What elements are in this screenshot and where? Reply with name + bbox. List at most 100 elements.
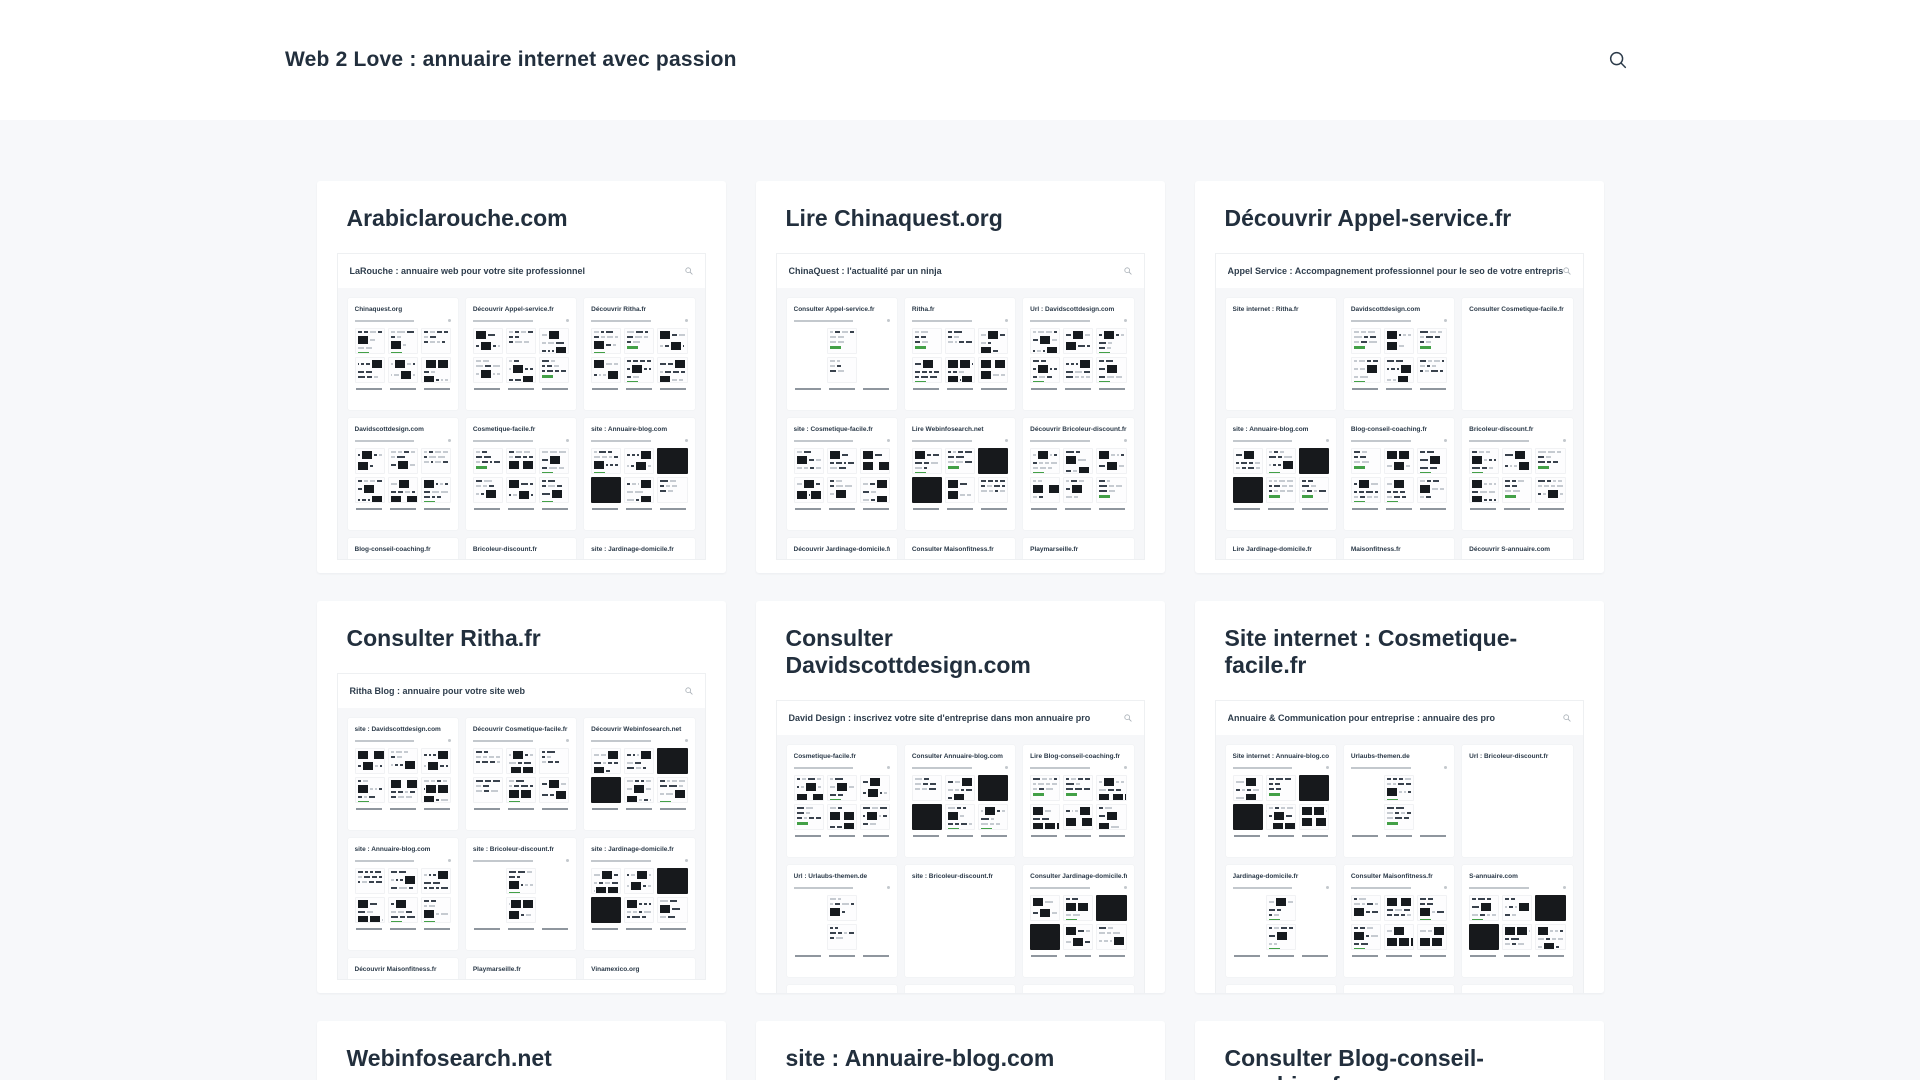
- search-button[interactable]: [1601, 43, 1635, 77]
- scribble-line: [483, 756, 488, 758]
- scribble-row: [423, 491, 448, 493]
- mini-tagline-row: [793, 766, 890, 769]
- scribble-line: [1425, 336, 1434, 338]
- card-title-link[interactable]: Arabiclarouche.com: [346, 205, 568, 231]
- scribble-line: [834, 927, 839, 929]
- scribble-line: [561, 370, 567, 372]
- scribble-line: [1405, 778, 1412, 780]
- mini-caption-dash: [542, 928, 569, 930]
- scribble-line: [1405, 465, 1410, 467]
- mini-site-card: Découvrir Magasnews.com: [1023, 985, 1134, 993]
- scribble-line: [430, 331, 436, 333]
- scribble-line: [667, 363, 673, 365]
- scribble-line: [529, 884, 534, 886]
- scribble-row: [1353, 491, 1378, 493]
- scribble-line: [835, 480, 843, 482]
- scribble-row: [863, 473, 887, 474]
- site-screenshot-link[interactable]: Appel Service : Accompagnement professio…: [1214, 253, 1584, 560]
- scribble-line: [1043, 350, 1046, 352]
- site-screenshot-link[interactable]: Annuaire & Communication pour entreprise…: [1214, 700, 1584, 993]
- scribble-line: [1420, 903, 1426, 905]
- mini-tagline-bar: [1030, 560, 1090, 561]
- mini-caption-dash: [507, 508, 535, 510]
- scribble-image-block: [641, 451, 652, 459]
- scribble-line: [1066, 371, 1074, 373]
- site-screenshot-link[interactable]: LaRouche : annuaire web pour votre site …: [336, 253, 706, 560]
- scribble-line: [981, 818, 989, 820]
- scribble-row: [1235, 794, 1260, 800]
- scribble-line: [627, 893, 633, 894]
- scribble-line: [542, 451, 549, 453]
- scribble-line: [648, 903, 652, 905]
- micro-card: [944, 357, 976, 383]
- scribble-row: [1386, 462, 1411, 470]
- scribble-row: [1033, 778, 1058, 780]
- card-title-link[interactable]: Consulter Ritha.fr: [346, 625, 541, 651]
- scribble-line: [428, 874, 431, 876]
- mini-tagline-row: [793, 886, 890, 889]
- scribble-line: [1440, 370, 1444, 372]
- site-screenshot-link[interactable]: Ritha Blog : annuaire pour votre site we…: [336, 673, 706, 980]
- scribble-line: [1374, 903, 1378, 905]
- mini-tagline-row: [1351, 559, 1447, 560]
- mini-screenshot-grid: [911, 775, 1009, 830]
- scribble-row: [1033, 807, 1057, 815]
- scribble-line: [1037, 783, 1044, 785]
- scribble-line: [1084, 371, 1091, 373]
- micro-card: [978, 357, 1009, 383]
- scribble-image-block: [660, 905, 671, 913]
- scribble-line: [1371, 911, 1378, 913]
- mini-site-card: Urlaubs-themen.de: [1343, 745, 1455, 857]
- mini-screenshot-grid: [1030, 895, 1127, 950]
- card-title-link[interactable]: Consulter Davidscottdesign.com: [785, 625, 1031, 678]
- card-title-link[interactable]: site : Annuaire-blog.com: [785, 1045, 1055, 1071]
- card-title-link[interactable]: Lire Chinaquest.org: [785, 205, 1003, 231]
- scribble-line: [1280, 451, 1285, 453]
- card-title-link[interactable]: Consulter Blog-conseil-coaching.fr: [1224, 1045, 1484, 1080]
- mini-tagline-row: [354, 859, 451, 862]
- card-title-link[interactable]: Site internet : Cosmetique-facile.fr: [1224, 625, 1518, 678]
- scribble-row: [594, 451, 618, 453]
- scribble-line: [848, 786, 854, 788]
- scribble-line: [835, 903, 840, 905]
- scribble-line: [636, 767, 641, 769]
- mini-card-title: Bricoleur-discount.fr: [1469, 426, 1534, 433]
- scribble-accent-bar: [829, 346, 841, 349]
- scribble-row: [1268, 490, 1293, 492]
- micro-card: [1232, 775, 1263, 801]
- card-title-link[interactable]: Webinfosearch.net: [346, 1045, 552, 1071]
- scribble-line: [1288, 927, 1293, 929]
- scribble-line: [829, 807, 836, 809]
- scribble-line: [797, 502, 804, 503]
- scribble-line: [1513, 490, 1521, 492]
- scribble-line: [1116, 454, 1119, 456]
- micro-card: [420, 868, 451, 894]
- site-screenshot-link[interactable]: David Design : inscrivez votre site d'en…: [775, 700, 1145, 993]
- scribble-image-block: [1393, 462, 1404, 470]
- mini-screenshot-grid: [472, 868, 570, 923]
- scribble-line: [647, 465, 652, 467]
- micro-card: [624, 868, 655, 894]
- scribble-line: [660, 490, 667, 492]
- micro-card: [793, 328, 824, 354]
- scribble-row: [914, 462, 939, 464]
- scribble-line: [669, 785, 677, 787]
- scribble-row: [508, 881, 534, 889]
- scribble-row: [357, 360, 382, 368]
- scribble-row: [660, 376, 684, 382]
- micro-card: [472, 868, 503, 894]
- micro-card: [591, 897, 622, 923]
- scribble-image-block: [398, 480, 409, 488]
- mini-caption-row: [912, 388, 1008, 390]
- scribble-line: [606, 336, 614, 338]
- scribble-line: [1559, 930, 1563, 932]
- site-screenshot-link[interactable]: ChinaQuest : l'actualité par un ninja Con…: [775, 253, 1145, 561]
- card-title-link[interactable]: Découvrir Appel-service.fr: [1224, 205, 1512, 231]
- scribble-accent-bar: [1033, 381, 1045, 382]
- scribble-row: [627, 365, 652, 373]
- mini-search-dot-icon: [887, 559, 890, 560]
- mini-screenshot-grid: [1350, 328, 1448, 383]
- scribble-line: [423, 765, 427, 767]
- scribble-line: [601, 336, 605, 338]
- scribble-line: [412, 374, 415, 376]
